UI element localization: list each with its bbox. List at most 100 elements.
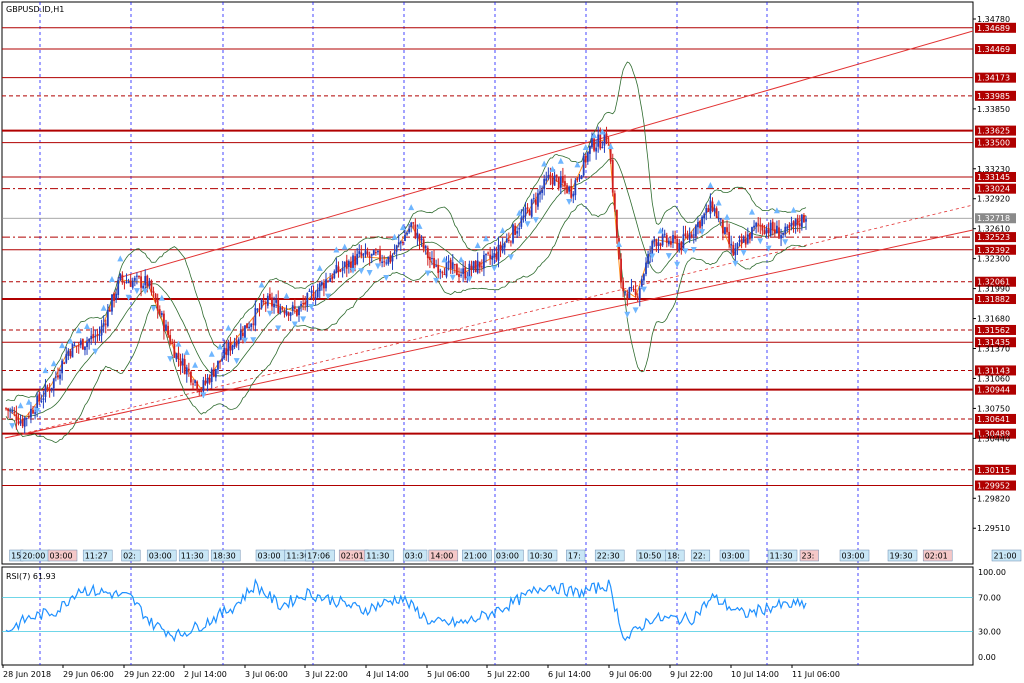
session-label: 21:00 (994, 552, 1017, 561)
candle-body (345, 260, 348, 269)
candle-body (568, 186, 571, 192)
candle-body (98, 334, 101, 337)
candle-body (13, 412, 16, 414)
fractal-up-marker (333, 246, 340, 253)
time-tick-label: 5 Jul 22:00 (487, 670, 530, 679)
candle-body (372, 250, 375, 256)
time-tick-label: 9 Jul 06:00 (609, 670, 652, 679)
level-label-box (975, 22, 1016, 33)
candle-body (287, 312, 290, 316)
session-label: 03:00 (50, 552, 73, 561)
level-label: 1.32718 (977, 214, 1010, 223)
candle-body (96, 334, 99, 336)
fractal-up-marker (557, 157, 564, 164)
candle-body (129, 281, 132, 287)
candle-body (553, 175, 556, 186)
candle-body (520, 217, 523, 227)
session-label: 11:30 (181, 552, 204, 561)
price-tick-label: 1.34780 (977, 15, 1010, 24)
candle-body (478, 261, 481, 268)
candle-body (632, 288, 635, 290)
level-label-box (975, 464, 1016, 475)
candle-body (576, 178, 579, 180)
candle-body (223, 347, 226, 358)
candle-body (21, 418, 24, 427)
candle-body (219, 360, 221, 363)
level-label: 1.30944 (977, 386, 1010, 395)
candle-body (667, 240, 670, 245)
channel-mid (4, 204, 974, 439)
session-label: 17:06 (307, 552, 330, 561)
fractal-up-marker (707, 181, 714, 188)
level-label-box (975, 171, 1016, 182)
candle-body (42, 398, 45, 400)
candle-body (150, 280, 153, 293)
level-label: 1.33985 (977, 92, 1010, 101)
session-box (178, 549, 209, 562)
candle-body (25, 418, 28, 420)
candle-body (566, 185, 568, 193)
session-label: 10:30 (530, 552, 553, 561)
fractal-down-marker (466, 276, 473, 283)
candle-body (57, 375, 59, 378)
candle-body (312, 292, 315, 300)
candle-body (71, 343, 74, 358)
rsi-tick-label: 30.00 (978, 628, 1001, 637)
level-label: 1.31143 (977, 366, 1010, 375)
session-box (594, 549, 625, 562)
session-label: 03:00 (258, 552, 281, 561)
candle-body (268, 293, 271, 299)
candle-body (451, 262, 454, 269)
fractal-markers (9, 128, 797, 430)
candle-body (221, 359, 224, 362)
session-box (121, 549, 141, 562)
fractal-down-marker (241, 337, 248, 344)
candle-body (52, 378, 55, 389)
channel-lower (4, 229, 974, 439)
candle-body (728, 231, 731, 245)
candle-body (753, 225, 755, 228)
bollinger-upper (5, 61, 807, 402)
candle-body (485, 253, 487, 256)
candle-body (645, 262, 647, 275)
candle-body (769, 222, 772, 235)
candle-body (140, 276, 142, 288)
candle-body (684, 233, 687, 236)
fractal-down-marker (649, 253, 656, 260)
candle-body (460, 274, 462, 276)
candle-body (707, 208, 710, 212)
candle-body (447, 261, 450, 263)
candle-body (356, 253, 359, 265)
level-label-box (975, 183, 1016, 194)
candle-body (395, 245, 398, 252)
candle-body (586, 152, 589, 162)
candle-body (308, 290, 311, 292)
candle-body (179, 361, 182, 367)
candle-body (40, 401, 43, 403)
candle-body (630, 287, 633, 289)
session-label: 03:0 (405, 552, 423, 561)
session-label: 23: (802, 552, 815, 561)
level-label: 1.34173 (977, 74, 1010, 83)
candle-body (352, 255, 354, 270)
candle-body (360, 252, 363, 256)
candle-body (676, 239, 679, 250)
candle-body (599, 134, 602, 149)
candle-body (260, 300, 263, 309)
time-axis: 28 Jun 2018 29 Jun 06:00 29 Jun 22:00 2 Jul… (2, 665, 840, 679)
session-label: 17: (568, 552, 581, 561)
fractal-down-marker (250, 337, 257, 344)
candle-body (692, 234, 695, 236)
candle-body (175, 353, 178, 360)
candle-body (106, 309, 109, 327)
candle-body (757, 223, 760, 225)
candle-body (782, 232, 785, 235)
candle-body (329, 278, 332, 283)
candle-body (404, 234, 406, 242)
candle-body (406, 232, 408, 235)
candle-body (115, 293, 118, 300)
candle-body (100, 326, 103, 336)
candle-body (102, 323, 105, 327)
candle-body (229, 341, 232, 351)
candle-body (192, 383, 194, 385)
